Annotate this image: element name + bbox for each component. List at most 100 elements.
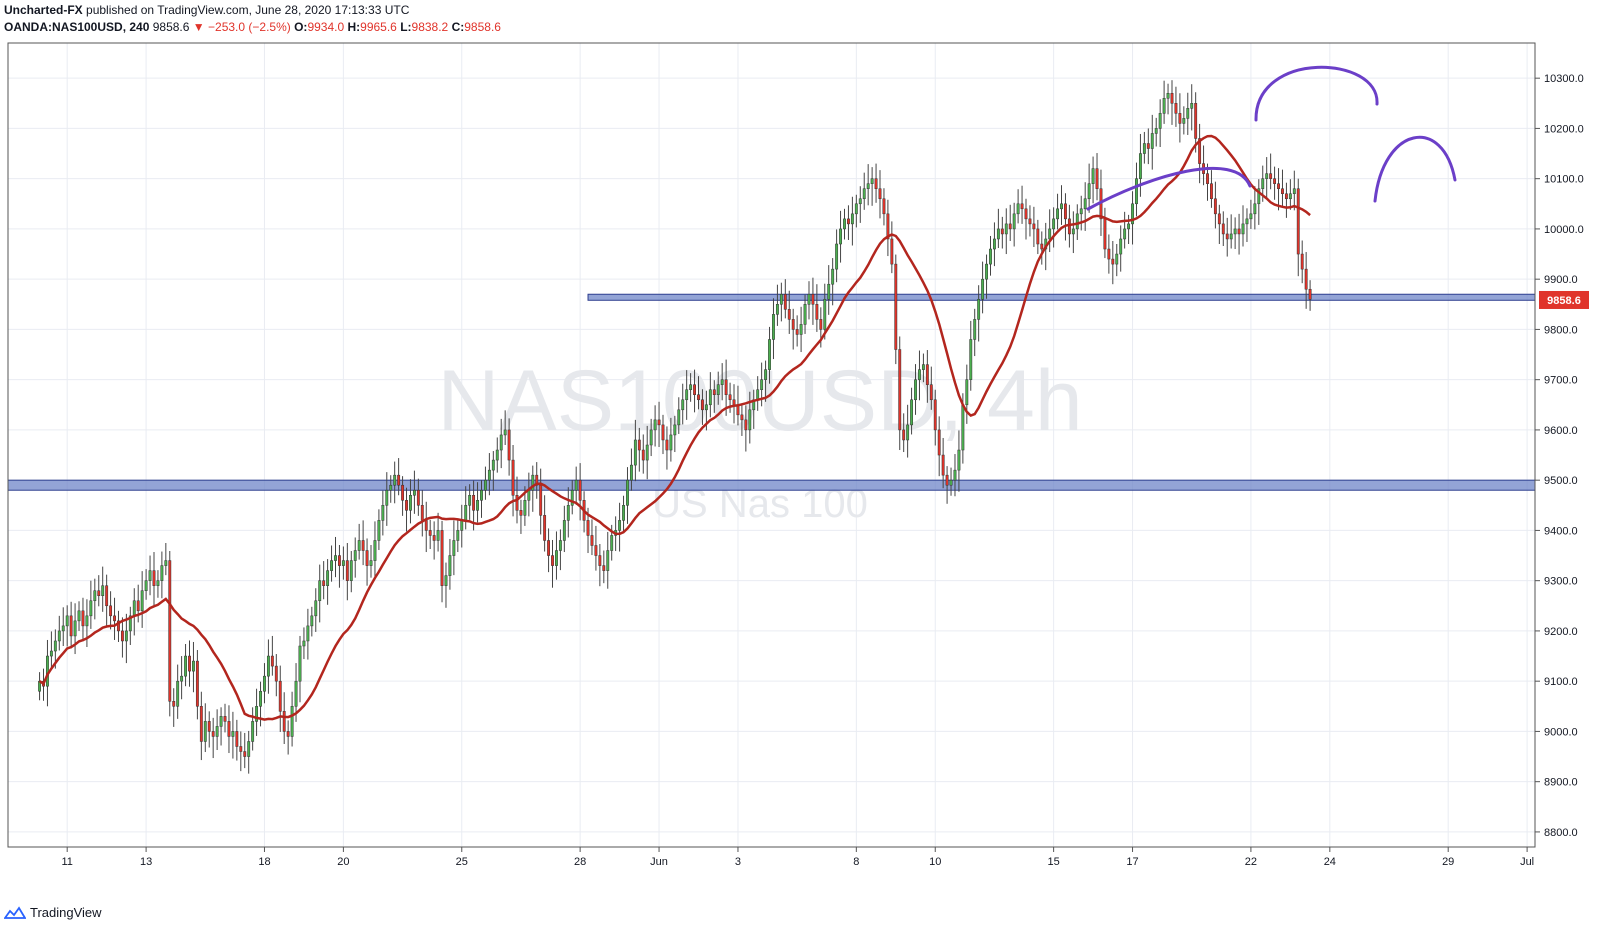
candle-body[interactable] (862, 188, 866, 200)
candle-body[interactable] (1115, 253, 1119, 265)
candle-body[interactable] (416, 489, 420, 506)
candle-body[interactable] (890, 238, 894, 265)
candle[interactable] (448, 538, 452, 590)
candle[interactable] (144, 569, 148, 600)
candle[interactable] (412, 470, 416, 514)
candle[interactable] (1162, 80, 1166, 124)
candle-body[interactable] (1206, 173, 1209, 184)
candle-body[interactable] (925, 364, 929, 385)
candle[interactable] (219, 707, 223, 746)
candle-body[interactable] (933, 399, 937, 431)
candle-body[interactable] (1008, 223, 1012, 230)
candle[interactable] (1277, 168, 1280, 211)
candle[interactable] (1048, 209, 1052, 253)
candle-body[interactable] (574, 479, 578, 491)
candle[interactable] (357, 523, 361, 560)
candle[interactable] (547, 528, 550, 573)
candle[interactable] (543, 495, 547, 552)
candle[interactable] (681, 383, 685, 425)
candle-body[interactable] (1028, 218, 1032, 225)
candle[interactable] (480, 480, 483, 518)
candle-body[interactable] (712, 389, 716, 396)
candle[interactable] (1024, 198, 1028, 240)
candle[interactable] (929, 366, 933, 410)
candle[interactable] (1292, 170, 1296, 211)
candle-body[interactable] (278, 680, 282, 712)
candle-body[interactable] (551, 555, 554, 566)
candle-body[interactable] (97, 590, 101, 596)
candle-body[interactable] (740, 414, 744, 421)
candle[interactable] (1300, 240, 1304, 284)
candle-body[interactable] (377, 520, 381, 541)
candle-body[interactable] (1024, 208, 1028, 220)
candle-body[interactable] (815, 304, 819, 320)
candle-body[interactable] (949, 479, 953, 486)
candle[interactable] (1304, 252, 1308, 309)
candle-body[interactable] (854, 203, 858, 215)
candle[interactable] (1115, 244, 1119, 277)
candle[interactable] (578, 463, 582, 521)
candle[interactable] (673, 415, 677, 453)
candle[interactable] (1182, 106, 1186, 135)
candle-body[interactable] (101, 585, 105, 597)
candle-body[interactable] (499, 434, 503, 451)
candle[interactable] (835, 229, 839, 283)
candle-body[interactable] (843, 218, 846, 230)
candle[interactable] (109, 591, 113, 630)
candle[interactable] (669, 417, 673, 462)
candle[interactable] (701, 389, 704, 425)
candle-body[interactable] (835, 243, 839, 270)
candle[interactable] (606, 531, 610, 589)
candle[interactable] (914, 364, 917, 415)
candle-body[interactable] (77, 610, 81, 622)
candle[interactable] (645, 425, 649, 480)
candle-body[interactable] (594, 545, 598, 556)
candle-body[interactable] (472, 495, 476, 511)
candle-body[interactable] (708, 389, 712, 406)
candle[interactable] (416, 478, 420, 516)
candle-body[interactable] (519, 510, 523, 516)
candle[interactable] (361, 520, 365, 566)
candle[interactable] (720, 363, 724, 401)
candle-body[interactable] (334, 555, 337, 561)
candle[interactable] (1233, 217, 1237, 250)
candle[interactable] (1064, 193, 1067, 241)
candle[interactable] (1202, 145, 1205, 186)
candle-body[interactable] (1296, 188, 1300, 255)
candles[interactable] (38, 80, 1312, 774)
candle[interactable] (1154, 117, 1158, 147)
candle[interactable] (444, 562, 448, 608)
candle-body[interactable] (73, 620, 77, 637)
candle-body[interactable] (1245, 218, 1249, 225)
candle-body[interactable] (1154, 128, 1158, 134)
candle[interactable] (136, 584, 140, 623)
candle-body[interactable] (1194, 103, 1198, 139)
candle-body[interactable] (484, 479, 487, 491)
candle-body[interactable] (322, 580, 326, 586)
candle[interactable] (697, 376, 700, 410)
candle[interactable] (290, 691, 294, 747)
candle-body[interactable] (412, 489, 416, 496)
candle[interactable] (38, 672, 41, 701)
candle-body[interactable] (1265, 173, 1269, 179)
candle-body[interactable] (1273, 178, 1277, 184)
candle-body[interactable] (263, 675, 266, 692)
candle[interactable] (689, 373, 693, 402)
candle[interactable] (957, 430, 961, 492)
candle[interactable] (172, 688, 176, 727)
candle[interactable] (1150, 114, 1154, 170)
candle-body[interactable] (886, 213, 890, 240)
candle[interactable] (748, 391, 752, 444)
candle[interactable] (487, 453, 491, 496)
candle[interactable] (862, 172, 866, 210)
candle[interactable] (393, 461, 397, 504)
candle-body[interactable] (124, 630, 128, 642)
candle[interactable] (1000, 216, 1004, 249)
candle-body[interactable] (811, 294, 815, 305)
candle[interactable] (215, 709, 219, 751)
candle[interactable] (1060, 185, 1063, 225)
candle[interactable] (495, 437, 499, 473)
candle[interactable] (993, 222, 996, 267)
candle[interactable] (168, 551, 172, 717)
candle[interactable] (661, 414, 665, 455)
